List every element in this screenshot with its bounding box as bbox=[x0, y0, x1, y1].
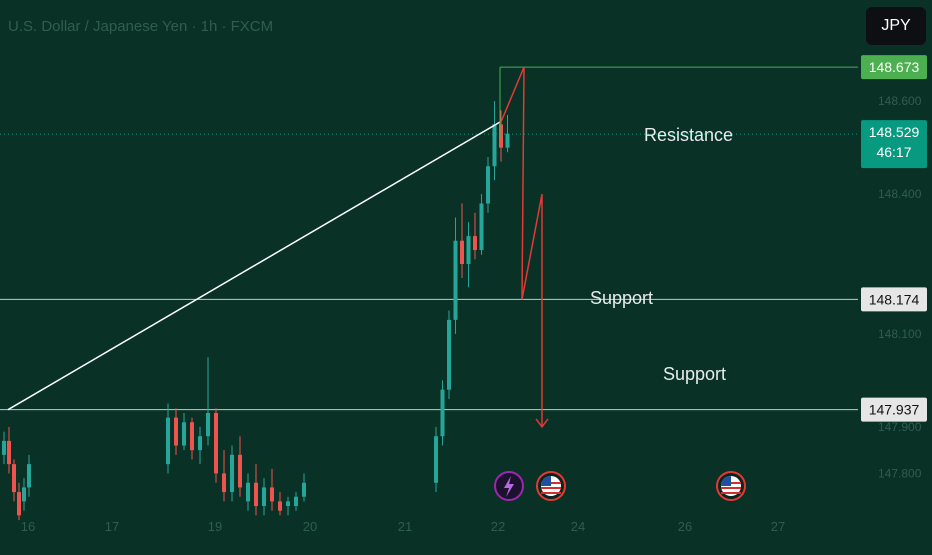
resistance-price-tag-text: 148.673 bbox=[869, 59, 920, 75]
candle-body bbox=[440, 389, 445, 437]
us-flag-event-icon bbox=[536, 471, 566, 501]
x-tick-label: 27 bbox=[771, 519, 785, 534]
us-flag-event-icon bbox=[716, 471, 746, 501]
lightning-event-icon bbox=[494, 471, 524, 501]
candle-body bbox=[270, 487, 274, 502]
currency-button[interactable]: JPY bbox=[866, 7, 926, 45]
x-tick-label: 19 bbox=[208, 519, 222, 534]
support-price-tag-upper: 148.174 bbox=[861, 287, 927, 312]
support-price-tag-lower: 147.937 bbox=[861, 397, 927, 422]
candle-body bbox=[294, 496, 298, 507]
candle-body bbox=[190, 422, 194, 451]
candle-body bbox=[499, 124, 503, 148]
candle-body bbox=[286, 501, 290, 507]
support-price-tag-lower-bg bbox=[861, 397, 927, 422]
candle-body bbox=[453, 240, 458, 320]
chart-title: U.S. Dollar / Japanese Yen · 1h · FXCM bbox=[8, 18, 274, 35]
candle-body bbox=[447, 319, 451, 390]
candle-body bbox=[206, 412, 210, 437]
x-tick-label: 22 bbox=[491, 519, 505, 534]
candle-body bbox=[262, 487, 266, 507]
candle-body bbox=[492, 124, 497, 167]
lightning-bolt bbox=[504, 476, 514, 497]
y-tick-label: 147.900 bbox=[878, 420, 922, 434]
projection-arrowhead bbox=[535, 418, 549, 429]
resistance-label: Resistance bbox=[644, 125, 734, 145]
candle-body bbox=[246, 482, 250, 502]
x-tick-label: 26 bbox=[678, 519, 692, 534]
candle-body bbox=[238, 454, 242, 488]
candle-body bbox=[473, 236, 477, 251]
resistance-price-tag-bg bbox=[861, 55, 927, 80]
resistance-price-tag: 148.673 bbox=[861, 55, 927, 80]
y-tick-label: 147.800 bbox=[878, 466, 922, 480]
candle-body bbox=[214, 412, 218, 474]
trend-line bbox=[7, 121, 501, 411]
support-price-tag-lower-text: 147.937 bbox=[869, 402, 920, 418]
candle-body bbox=[27, 464, 31, 488]
candle-body bbox=[2, 440, 6, 455]
candle-body bbox=[302, 482, 306, 497]
y-tick-label: 148.600 bbox=[878, 94, 922, 108]
current-price-tag-text: 46:17 bbox=[876, 144, 911, 160]
x-tick-label: 20 bbox=[303, 519, 317, 534]
candle-body bbox=[230, 454, 234, 493]
candle-body bbox=[479, 203, 484, 251]
candle-body bbox=[22, 487, 26, 502]
candle-body bbox=[17, 492, 21, 516]
us-flag-event-icon-canton bbox=[721, 476, 731, 486]
candle-body bbox=[486, 166, 490, 204]
support-label-upper: Support bbox=[590, 288, 654, 308]
candle-body bbox=[254, 482, 258, 507]
candle-body bbox=[505, 133, 510, 148]
current-price-tag: 148.529 46:17 bbox=[861, 120, 927, 169]
candle-body bbox=[222, 473, 226, 493]
candle-body bbox=[7, 440, 11, 465]
us-flag-event-icon-stripe bbox=[541, 487, 561, 489]
support-price-tag-upper-bg bbox=[861, 287, 927, 312]
candle-body bbox=[12, 464, 16, 493]
us-flag-event-icon-stripe bbox=[721, 487, 741, 489]
x-tick-label: 21 bbox=[398, 519, 412, 534]
candle-body bbox=[434, 436, 438, 483]
candle-body bbox=[466, 236, 471, 264]
x-tick-label: 24 bbox=[571, 519, 585, 534]
candle-body bbox=[182, 422, 186, 446]
y-tick-label: 148.100 bbox=[878, 327, 922, 341]
support-label-lower: Support bbox=[663, 364, 727, 384]
candle-body bbox=[166, 417, 170, 465]
us-flag-event-icon-stripe bbox=[541, 492, 561, 494]
us-flag-event-icon-canton bbox=[541, 476, 551, 486]
support-price-tag-upper-text: 148.174 bbox=[869, 291, 920, 307]
y-tick-label: 148.400 bbox=[878, 187, 922, 201]
candle-body bbox=[460, 240, 464, 264]
candle-body bbox=[198, 436, 202, 451]
us-flag-event-icon-stripe bbox=[721, 492, 741, 494]
current-price-tag-bg bbox=[861, 120, 927, 169]
candle-body bbox=[174, 417, 178, 446]
projection-path bbox=[499, 66, 543, 427]
x-tick-label: 17 bbox=[105, 519, 119, 534]
candle-body bbox=[278, 501, 282, 511]
x-tick-label: 16 bbox=[21, 519, 35, 534]
current-price-tag-text: 148.529 bbox=[869, 124, 920, 140]
